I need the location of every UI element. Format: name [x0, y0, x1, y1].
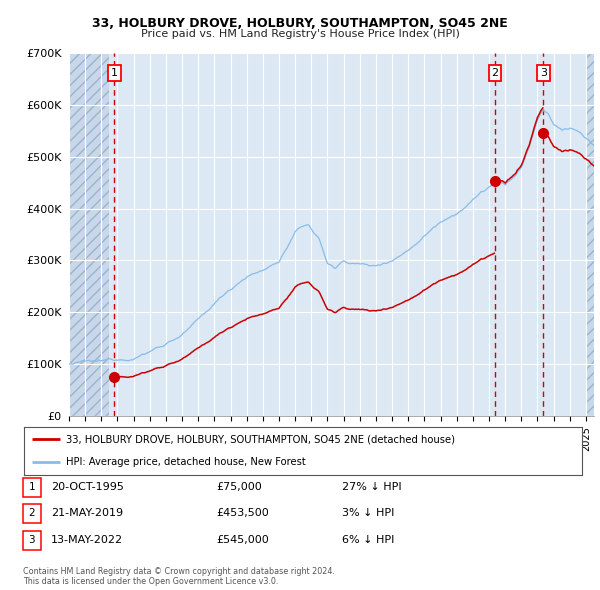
Text: £453,500: £453,500	[216, 509, 269, 518]
Text: 2: 2	[491, 68, 499, 78]
Text: 33, HOLBURY DROVE, HOLBURY, SOUTHAMPTON, SO45 2NE: 33, HOLBURY DROVE, HOLBURY, SOUTHAMPTON,…	[92, 17, 508, 30]
Text: 6% ↓ HPI: 6% ↓ HPI	[342, 535, 394, 545]
Text: Contains HM Land Registry data © Crown copyright and database right 2024.
This d: Contains HM Land Registry data © Crown c…	[23, 567, 335, 586]
Text: 1: 1	[28, 482, 35, 491]
Text: 13-MAY-2022: 13-MAY-2022	[51, 535, 123, 545]
Bar	[586, 53, 594, 416]
Text: 33, HOLBURY DROVE, HOLBURY, SOUTHAMPTON, SO45 2NE (detached house): 33, HOLBURY DROVE, HOLBURY, SOUTHAMPTON,…	[66, 434, 455, 444]
Text: £545,000: £545,000	[216, 535, 269, 545]
Text: Price paid vs. HM Land Registry's House Price Index (HPI): Price paid vs. HM Land Registry's House …	[140, 30, 460, 39]
Text: HPI: Average price, detached house, New Forest: HPI: Average price, detached house, New …	[66, 457, 305, 467]
Bar	[69, 53, 109, 416]
Text: £75,000: £75,000	[216, 482, 262, 491]
Text: 3: 3	[28, 535, 35, 545]
Text: 1: 1	[111, 68, 118, 78]
Text: 2: 2	[28, 509, 35, 518]
Text: 27% ↓ HPI: 27% ↓ HPI	[342, 482, 401, 491]
Text: 21-MAY-2019: 21-MAY-2019	[51, 509, 123, 518]
Text: 20-OCT-1995: 20-OCT-1995	[51, 482, 124, 491]
Text: 3: 3	[540, 68, 547, 78]
Text: 3% ↓ HPI: 3% ↓ HPI	[342, 509, 394, 518]
